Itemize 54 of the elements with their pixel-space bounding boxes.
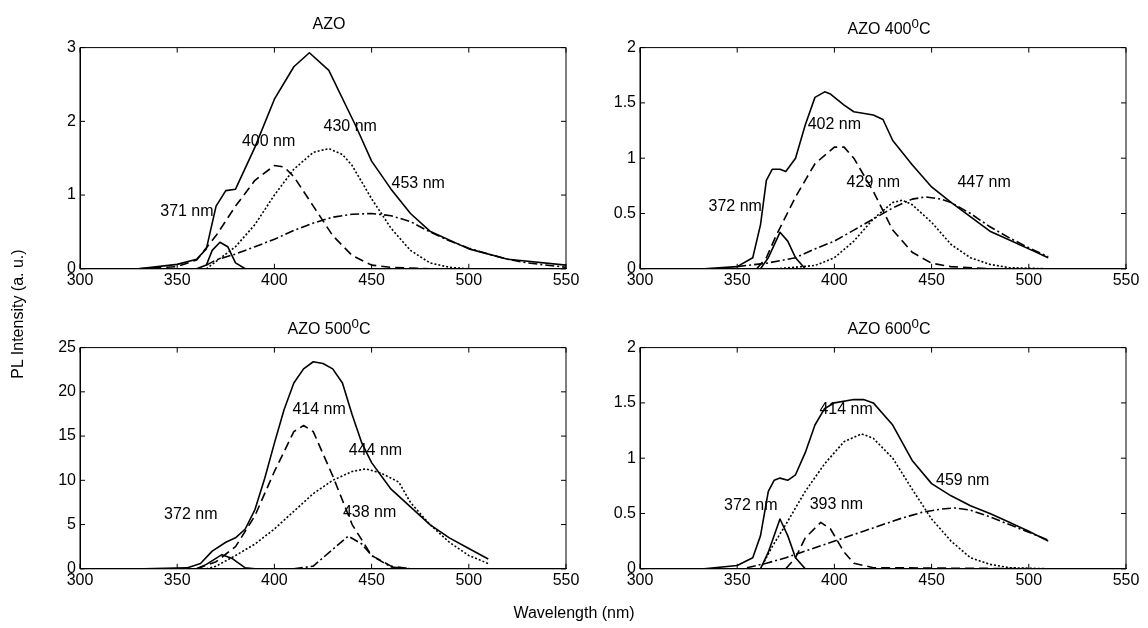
- x-tick-label: 500: [455, 270, 483, 288]
- x-tick-label: 450: [358, 570, 386, 588]
- y-tick-label: 1: [67, 185, 77, 203]
- x-tick-label: 450: [918, 570, 946, 588]
- x-tick-label: 450: [358, 270, 386, 288]
- y-tick-label: 3: [67, 38, 77, 56]
- y-tick-label: 1.5: [613, 93, 637, 111]
- x-tick-label: 500: [455, 570, 483, 588]
- x-tick-label: 500: [1015, 270, 1043, 288]
- annotation: 438 nm: [342, 503, 397, 521]
- y-tick-label: 0.5: [613, 203, 637, 221]
- chart-title: AZO 500$^{0}$C: [286, 315, 372, 340]
- y-tick-label: 25: [58, 338, 77, 356]
- annotation: 429 nm: [846, 172, 900, 190]
- x-tick-label: 350: [723, 270, 751, 288]
- chart-title: AZO: [311, 14, 347, 34]
- y-tick-label: 2: [67, 111, 77, 129]
- y-tick-label: 20: [58, 382, 77, 400]
- x-tick-label: 500: [1015, 570, 1043, 588]
- x-tick-label: 400: [261, 570, 288, 588]
- annotation: 447 nm: [957, 172, 1011, 190]
- chart-title: AZO 400$^{0}$C: [846, 15, 932, 40]
- annotation: 430 nm: [323, 116, 377, 134]
- annotation: 393 nm: [809, 495, 864, 513]
- x-tick-label: 550: [552, 270, 580, 288]
- y-tick-label: 5: [67, 514, 77, 532]
- x-tick-label: 350: [723, 570, 751, 588]
- annotation: 402 nm: [807, 115, 862, 133]
- x-tick-label: 550: [1112, 270, 1140, 288]
- annotation: 414 nm: [292, 399, 346, 417]
- y-tick-label: 10: [58, 470, 77, 488]
- x-tick-label: 550: [552, 570, 580, 588]
- annotation: 371 nm: [160, 202, 214, 220]
- x-tick-label: 400: [821, 270, 848, 288]
- x-tick-label: 450: [918, 270, 946, 288]
- y-tick-label: 2: [627, 38, 637, 56]
- y-tick-label: 15: [58, 426, 77, 444]
- y-tick-label: 1.5: [613, 393, 637, 411]
- annotation: 453 nm: [391, 174, 445, 192]
- x-tick-label: 350: [163, 270, 191, 288]
- annotation: 372 nm: [164, 505, 218, 523]
- annotation: 459 nm: [936, 470, 990, 488]
- annotation: 372 nm: [708, 197, 762, 215]
- y-tick-label: 1: [627, 148, 637, 166]
- x-tick-label: 550: [1112, 570, 1140, 588]
- x-tick-label: 400: [821, 570, 848, 588]
- x-axis-title: Wavelength (nm): [512, 604, 636, 622]
- y-tick-label: 1: [627, 448, 637, 466]
- y-tick-label: 2: [627, 338, 637, 356]
- chart-title: AZO 600$^{0}$C: [846, 315, 932, 340]
- x-tick-label: 400: [261, 270, 288, 288]
- y-tick-label: 0.5: [613, 503, 637, 521]
- x-tick-label: 350: [163, 570, 191, 588]
- y-axis-title: PL Intensity (a. u.): [9, 249, 27, 379]
